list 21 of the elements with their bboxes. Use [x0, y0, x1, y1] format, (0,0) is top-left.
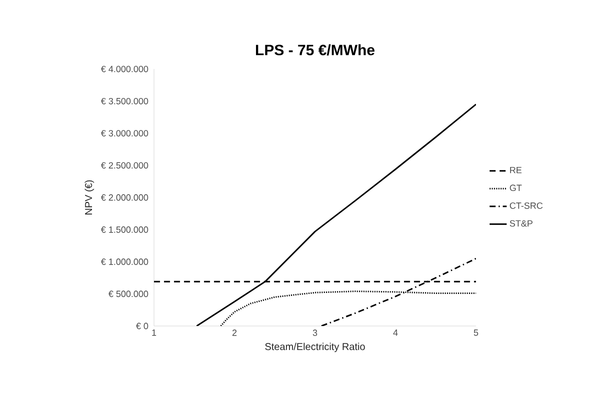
x-tick-label: 5 [474, 330, 478, 336]
x-tick-label: 3 [312, 330, 318, 336]
y-tick-label: € 3.000.000 [100, 130, 148, 136]
y-tick-label: € 4.000.000 [100, 66, 148, 72]
y-tick-label: € 2.500.000 [100, 162, 148, 169]
x-axis-title: Steam/Electricity Ratio [265, 342, 365, 352]
y-tick-label: € 3.500.000 [100, 98, 148, 104]
y-tick-label: € 0 [136, 322, 148, 330]
legend-label: CT-SRC [510, 202, 543, 209]
chart-title: LPS - 75 €/MWhe [256, 44, 374, 56]
legend-label: RE [510, 166, 522, 174]
y-axis-title: NPV (€) [84, 180, 94, 214]
legend-label: GT [510, 184, 522, 192]
x-tick-label: 4 [393, 330, 398, 336]
y-tick-label: € 1.000.000 [100, 258, 148, 265]
y-tick-label: € 2.000.000 [100, 194, 148, 201]
x-tick-label: 1 [152, 330, 156, 336]
legend-label: ST&P [510, 220, 532, 227]
x-tick-label: 2 [232, 330, 237, 336]
y-tick-label: € 500.000 [108, 290, 148, 298]
y-tick-label: € 1.500.000 [100, 226, 148, 233]
